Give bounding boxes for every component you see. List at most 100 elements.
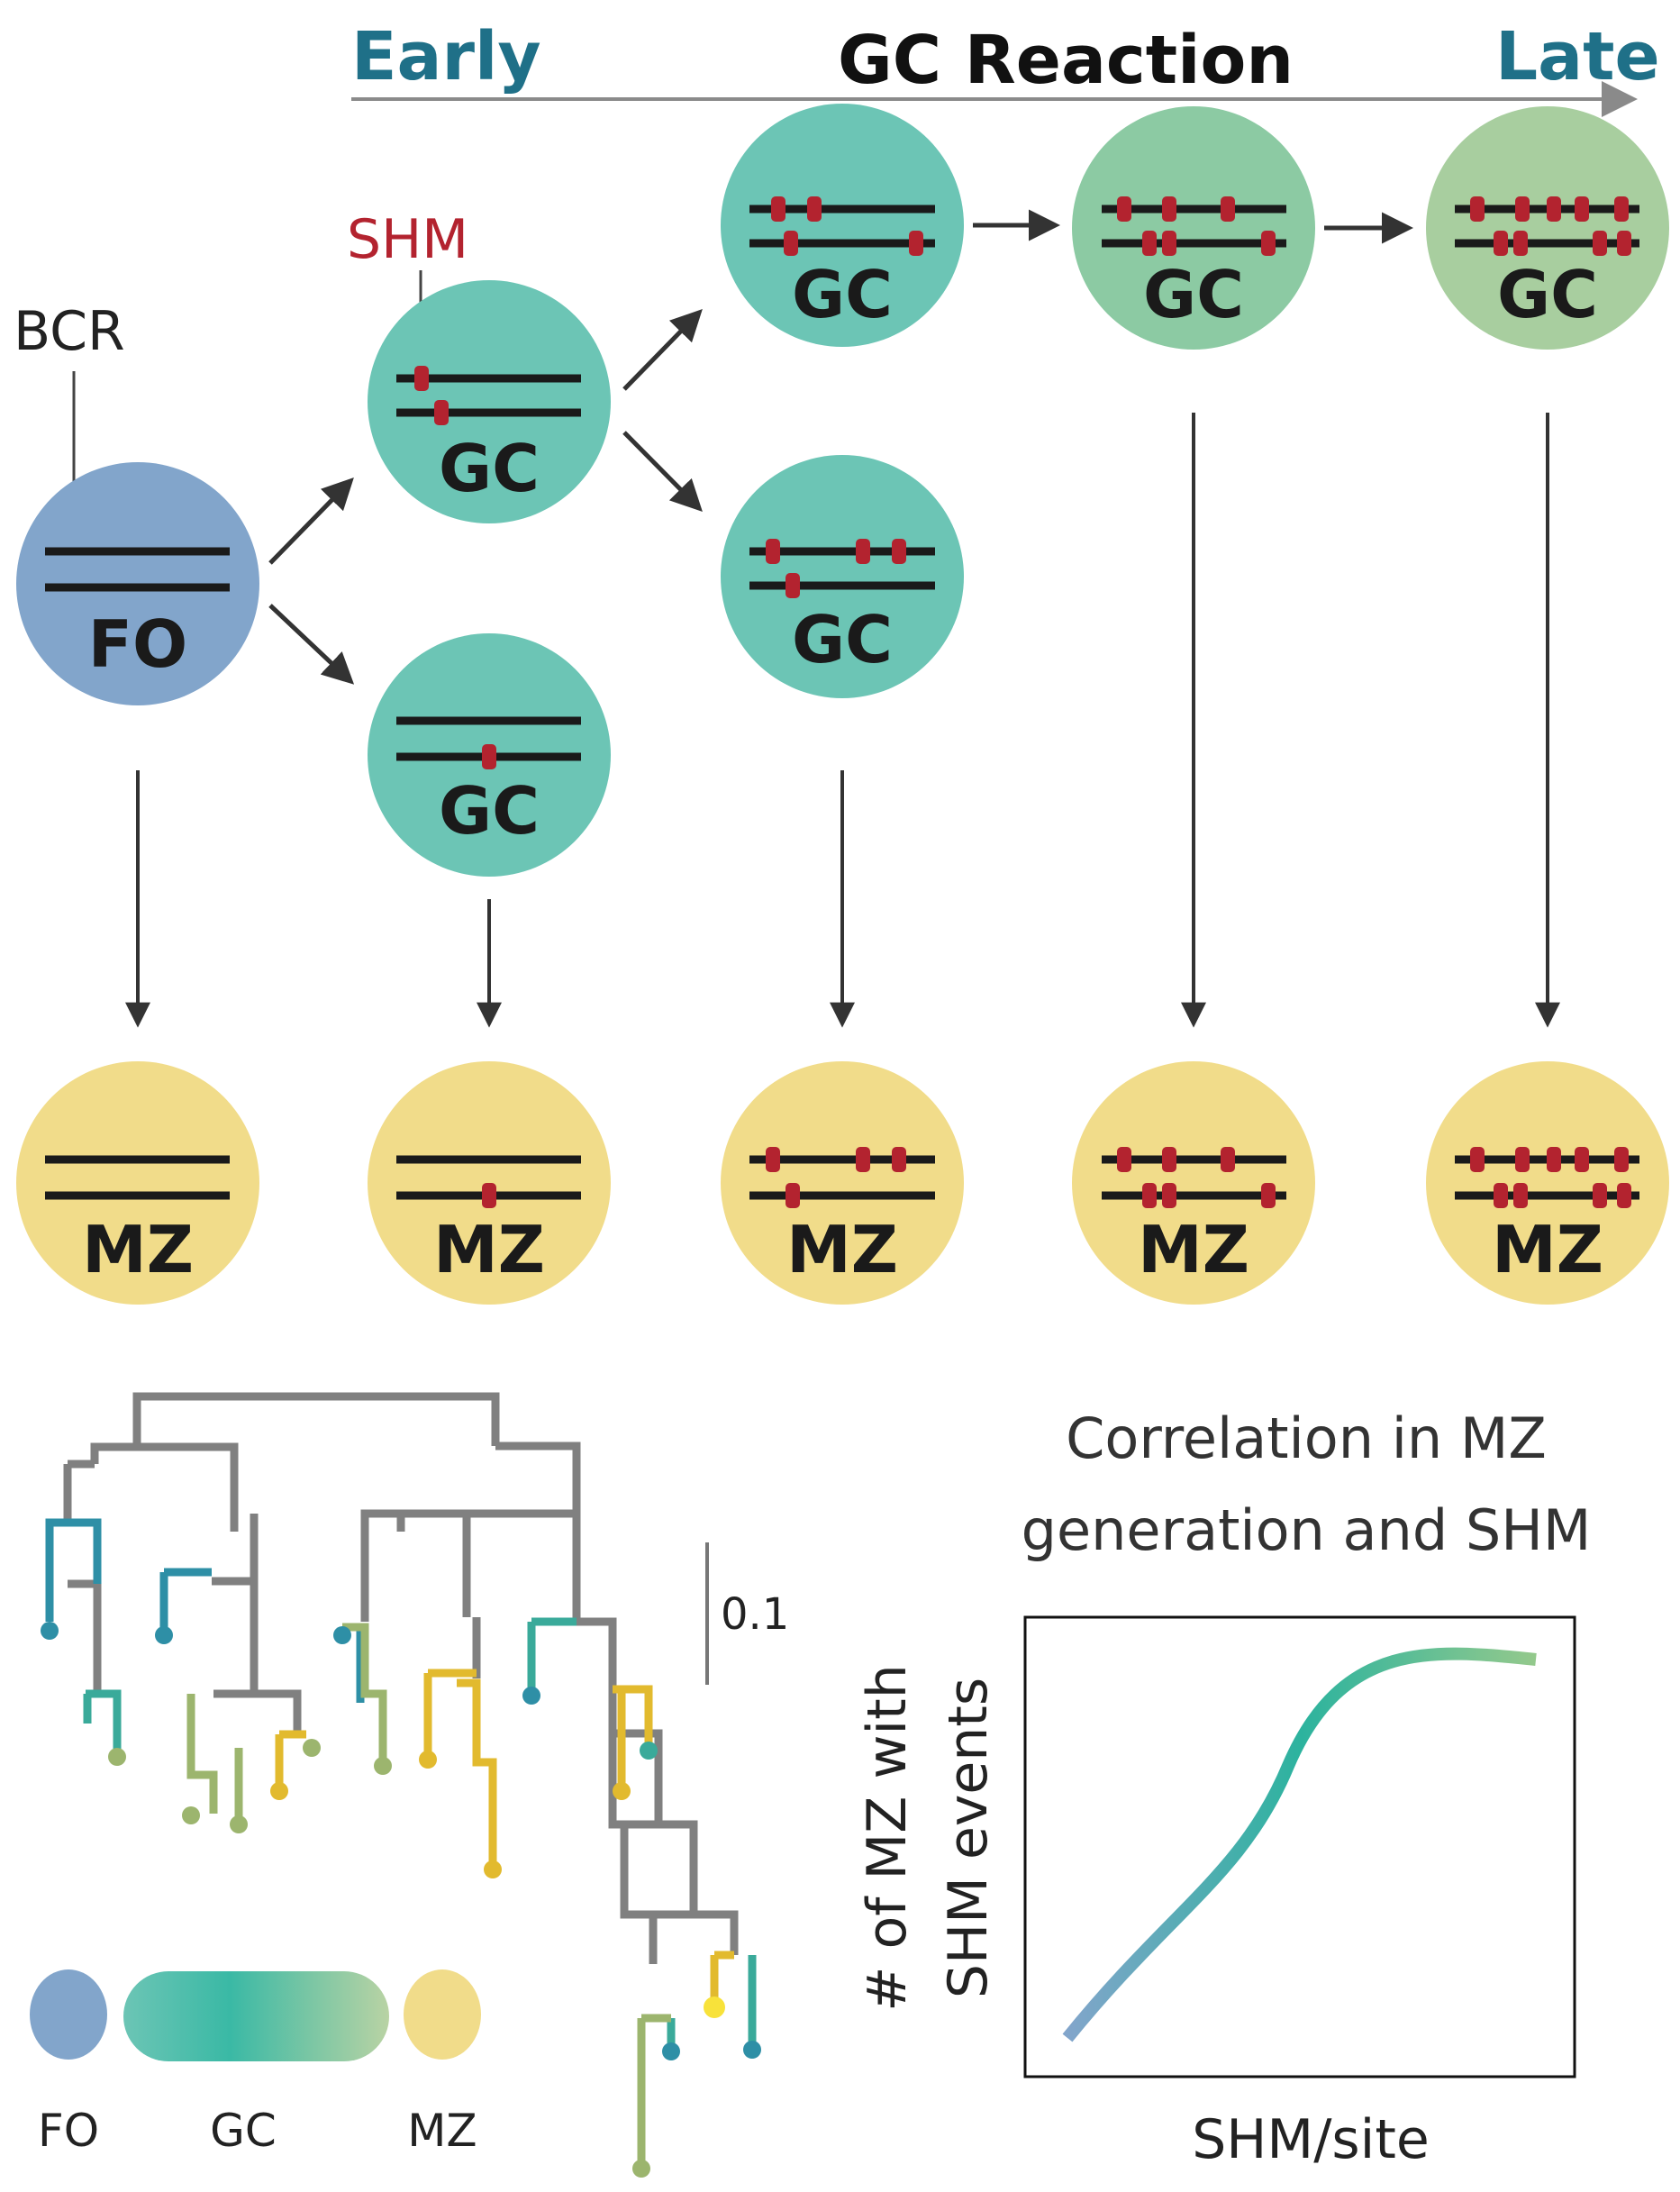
mutation-mark <box>766 539 780 564</box>
gc-cell-label: GC <box>1497 257 1598 332</box>
label-late: Late <box>1495 18 1660 96</box>
arrow-gc1-to-gc2-upper <box>622 308 703 391</box>
mutation-mark <box>1162 1147 1176 1172</box>
mutation-mark <box>1515 196 1530 222</box>
gc-cell-gen1-upper: GC <box>368 280 611 523</box>
mutation-mark <box>784 231 798 256</box>
y-axis-label-line2: SHM events <box>937 1678 1000 1998</box>
arrow-gc1-to-gc2-lower <box>622 431 703 512</box>
legend-mz-label: MZ <box>407 2105 477 2157</box>
mutation-mark <box>1142 231 1157 256</box>
mz-generation-arrows <box>125 413 1560 1028</box>
mz-cell-3: MZ <box>721 1061 964 1305</box>
mutation-mark <box>1515 1147 1530 1172</box>
label-shm: SHM <box>347 208 468 271</box>
mutation-mark <box>482 744 496 769</box>
tree-leaves-gc-late <box>186 1623 671 2162</box>
gc-cell-gen2-lower: GC <box>721 455 964 698</box>
mutation-mark <box>434 400 449 425</box>
mutation-mark <box>807 196 822 222</box>
tree-leaves-gc-early <box>45 1518 365 1703</box>
arrow-fo-to-gc-upper <box>268 477 354 565</box>
tree-leaves-mz <box>275 1669 734 2000</box>
fo-cell: FO <box>16 462 259 705</box>
mutation-mark <box>1617 1183 1631 1208</box>
legend-fo-label: FO <box>38 2105 99 2157</box>
arrow-fo-to-gc-lower <box>268 604 355 685</box>
mz-cell-label: MZ <box>433 1212 545 1287</box>
gc-cell-gen2-upper: GC <box>721 104 964 347</box>
legend: FO GC MZ <box>30 1969 481 2157</box>
legend-gc-swatch <box>123 1971 389 2061</box>
mz-cell-label: MZ <box>82 1212 194 1287</box>
gc-cell-label: GC <box>1143 257 1244 332</box>
mutation-mark <box>1162 196 1176 222</box>
mutation-mark <box>1470 196 1485 222</box>
mutation-mark <box>1575 196 1589 222</box>
mutation-mark <box>1221 196 1235 222</box>
mutation-mark <box>909 231 923 256</box>
mutation-mark <box>1117 196 1131 222</box>
mz-cell-label: MZ <box>1492 1212 1603 1287</box>
tree-leaves-gc <box>83 1617 757 2045</box>
mutation-mark <box>1221 1147 1235 1172</box>
mz-cell-5: MZ <box>1426 1061 1669 1305</box>
gc-cell-gen4: GC <box>1426 106 1669 350</box>
legend-fo-swatch <box>30 1969 107 2060</box>
lineage-tree <box>45 1392 757 2162</box>
mutation-mark <box>1261 1183 1276 1208</box>
mz-cell-label: MZ <box>1138 1212 1249 1287</box>
mutation-mark <box>771 196 786 222</box>
mutation-mark <box>1614 196 1629 222</box>
mutation-mark <box>482 1183 496 1208</box>
gc-cell-label: GC <box>439 773 540 849</box>
mutation-mark <box>1614 1147 1629 1172</box>
mutation-mark <box>1593 231 1607 256</box>
mutation-mark <box>1513 1183 1528 1208</box>
legend-mz-swatch <box>404 1969 481 2060</box>
legend-gc-label: GC <box>210 2105 277 2157</box>
gc-cell-label: GC <box>792 257 893 332</box>
mutation-mark <box>1513 231 1528 256</box>
mutation-mark <box>1470 1147 1485 1172</box>
label-bcr: BCR <box>14 300 125 363</box>
fo-cell-label: FO <box>88 606 187 682</box>
y-axis-label-line1: # of MZ with <box>856 1664 919 2012</box>
plot-frame <box>1023 1615 1576 2078</box>
mutation-mark <box>1494 231 1508 256</box>
scale-bar-label: 0.1 <box>721 1589 789 1640</box>
mutation-mark <box>892 1147 906 1172</box>
differentiation-arrows <box>268 209 1413 685</box>
gc-cell-gen3: GC <box>1072 106 1315 350</box>
mutation-mark <box>786 573 800 598</box>
mutation-mark <box>1593 1183 1607 1208</box>
mutation-mark <box>1617 231 1631 256</box>
mutation-mark <box>1575 1147 1589 1172</box>
correlation-curve <box>1062 1647 1537 2042</box>
mutation-mark <box>1547 196 1561 222</box>
tree-branches-internal <box>63 1392 739 1964</box>
correlation-title-line1: Correlation in MZ <box>1066 1405 1547 1471</box>
mutation-mark <box>1117 1147 1131 1172</box>
mz-cell-2: MZ <box>368 1061 611 1305</box>
gc-cell-gen1-lower: GC <box>368 633 611 877</box>
gc-cell-label: GC <box>792 602 893 678</box>
mutation-mark <box>856 1147 870 1172</box>
mutation-mark <box>856 539 870 564</box>
mutation-mark <box>786 1183 800 1208</box>
mutation-mark <box>1162 231 1176 256</box>
mutation-mark <box>1162 1183 1176 1208</box>
label-early: Early <box>351 18 541 96</box>
correlation-panel: Correlation in MZ generation and SHM SHM… <box>856 1405 1591 2171</box>
mutation-mark <box>1261 231 1276 256</box>
mutation-mark <box>766 1147 780 1172</box>
mutation-mark <box>1547 1147 1561 1172</box>
gc-cell-label: GC <box>439 431 540 506</box>
correlation-title-line2: generation and SHM <box>1022 1497 1592 1563</box>
mutation-mark <box>892 539 906 564</box>
label-gc-reaction: GC Reaction <box>838 22 1294 99</box>
mz-cell-1: MZ <box>16 1061 259 1305</box>
tree-leaf-tips <box>41 1622 761 2178</box>
mz-cell-4: MZ <box>1072 1061 1315 1305</box>
